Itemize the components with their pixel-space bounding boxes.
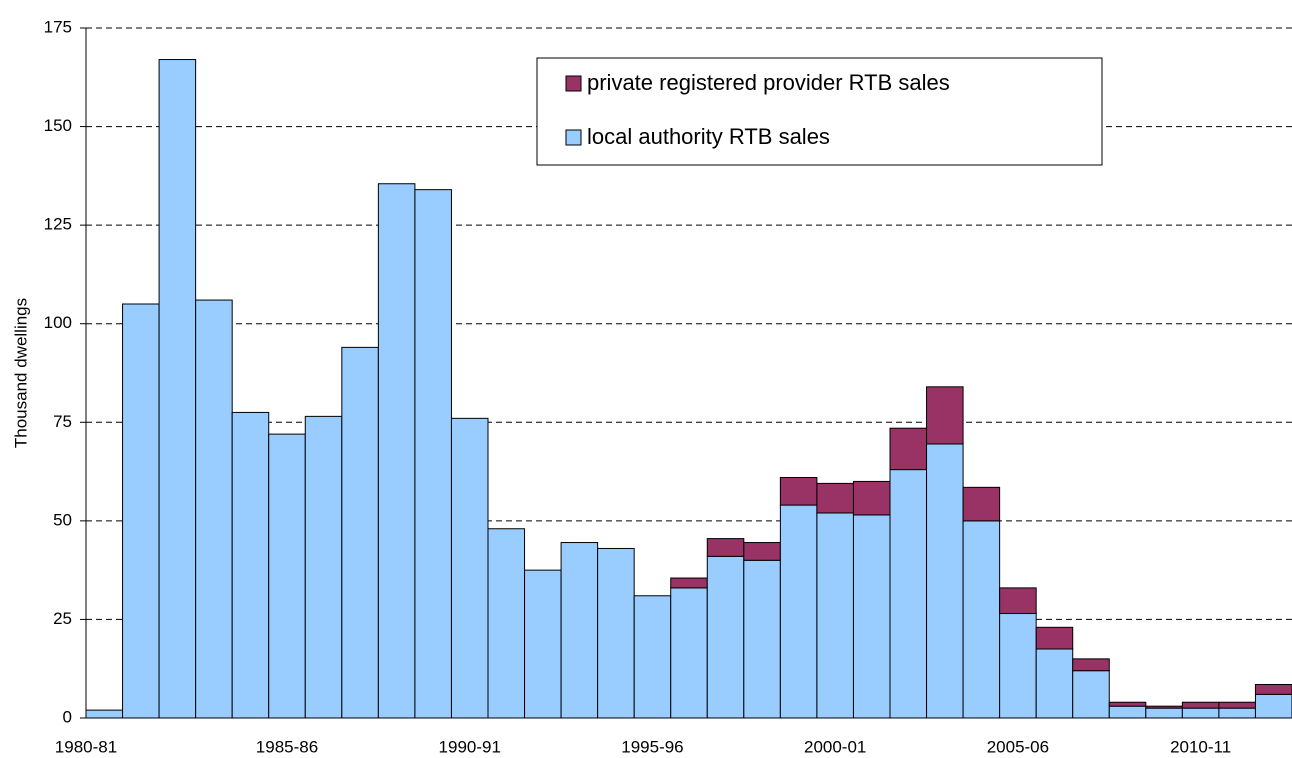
bar-segment bbox=[1035, 626, 1074, 650]
y-tick-label: 175 bbox=[44, 17, 72, 36]
bar-segment bbox=[1218, 707, 1256, 719]
x-tick-label: 1985-86 bbox=[256, 737, 318, 756]
bar-segment bbox=[195, 299, 233, 719]
bar-segment bbox=[1072, 670, 1110, 719]
bar-segment bbox=[1108, 705, 1147, 719]
bar-segment bbox=[1181, 701, 1220, 709]
legend-label: private registered provider RTB sales bbox=[587, 70, 950, 95]
bar-segment bbox=[122, 303, 160, 719]
bar-segment bbox=[1254, 693, 1292, 719]
bar-segment bbox=[962, 486, 1001, 522]
bar-segment bbox=[85, 709, 124, 719]
bar-segment bbox=[999, 587, 1037, 615]
x-tick-label: 1995-96 bbox=[621, 737, 683, 756]
y-axis-title: Thousand dwellings bbox=[11, 298, 30, 448]
bar-segment bbox=[670, 587, 708, 719]
x-tick-label: 1980-81 bbox=[55, 737, 117, 756]
x-tick-label: 2010-11 bbox=[1170, 737, 1231, 756]
legend-label: local authority RTB sales bbox=[587, 124, 830, 149]
bar-segment bbox=[852, 514, 891, 719]
bar-segment bbox=[268, 433, 306, 719]
y-tick-label: 75 bbox=[53, 412, 72, 431]
bar-segment bbox=[377, 183, 416, 719]
bar-segment bbox=[852, 480, 891, 516]
legend-swatch bbox=[565, 75, 582, 92]
bar-segment bbox=[816, 512, 854, 719]
bar-segment bbox=[779, 476, 818, 506]
bar-segment bbox=[1072, 658, 1110, 672]
x-tick-label: 2000-01 bbox=[804, 737, 866, 756]
y-tick-label: 25 bbox=[53, 609, 72, 628]
x-tick-label: 1990-91 bbox=[439, 737, 501, 756]
bar-segment bbox=[889, 427, 928, 471]
bar-segment bbox=[1145, 707, 1183, 719]
bar-segment bbox=[560, 542, 599, 719]
bar-segment bbox=[743, 542, 781, 561]
bar-segment bbox=[1145, 705, 1183, 709]
bar-segment bbox=[1108, 701, 1147, 707]
bar-segment bbox=[926, 443, 964, 719]
bar-segment bbox=[1035, 648, 1074, 719]
bar-segment bbox=[1218, 701, 1256, 709]
bar-segment bbox=[524, 569, 562, 719]
legend-swatch bbox=[565, 129, 582, 146]
y-tick-label: 125 bbox=[44, 215, 72, 234]
bar-segment bbox=[341, 346, 379, 719]
bar-segment bbox=[1181, 707, 1220, 719]
y-tick-label: 150 bbox=[44, 116, 72, 135]
bar-segment bbox=[999, 613, 1037, 719]
bar-segment bbox=[926, 386, 964, 445]
bar-segment bbox=[706, 555, 745, 719]
x-tick-label: 2005-06 bbox=[987, 737, 1049, 756]
bar-segment bbox=[816, 482, 854, 514]
bar-segment bbox=[450, 417, 489, 719]
bar-segment bbox=[304, 415, 343, 719]
y-tick-label: 50 bbox=[53, 510, 72, 529]
bar-segment bbox=[889, 469, 928, 719]
bar-segment bbox=[962, 520, 1001, 719]
bar-segment bbox=[597, 547, 635, 719]
bar-segment bbox=[158, 59, 197, 719]
bar-segment bbox=[1254, 683, 1292, 695]
y-tick-label: 100 bbox=[44, 313, 72, 332]
bar-segment bbox=[779, 504, 818, 719]
bar-segment bbox=[670, 577, 708, 589]
bar-segment bbox=[487, 528, 526, 719]
y-tick-label: 0 bbox=[63, 707, 72, 726]
bar-segment bbox=[231, 411, 270, 719]
legend: private registered provider RTB sales loc… bbox=[536, 57, 1103, 166]
bar-segment bbox=[414, 189, 452, 719]
bar-segment bbox=[743, 559, 781, 719]
bar-segment bbox=[633, 595, 672, 719]
bar-segment bbox=[706, 538, 745, 557]
legend-box bbox=[536, 57, 1103, 166]
